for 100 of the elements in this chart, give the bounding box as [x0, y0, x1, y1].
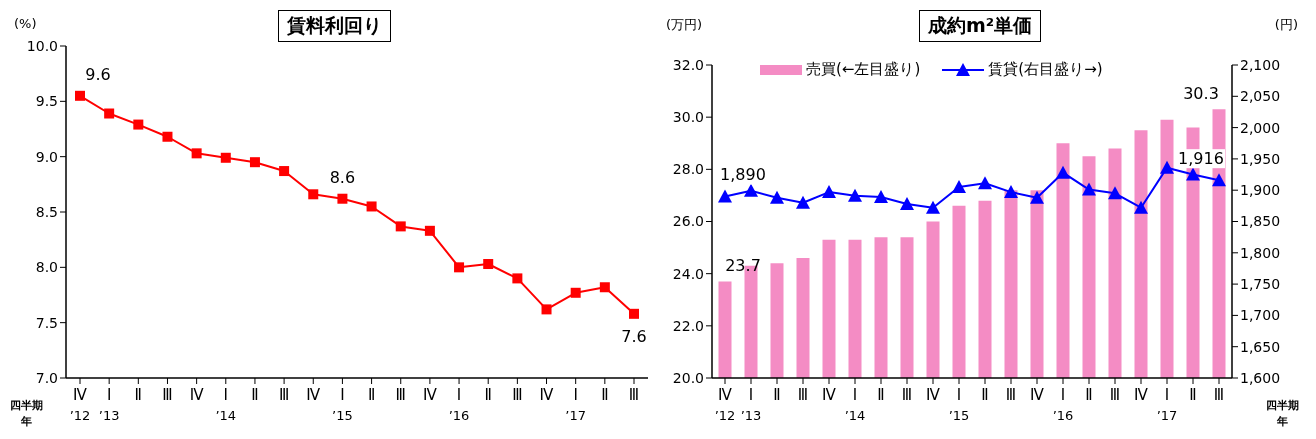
y2-tick-label: 2,050: [1240, 88, 1281, 105]
point: [512, 273, 523, 284]
x-tick-label: Ⅲ: [395, 386, 406, 404]
x-tick-label: Ⅳ: [1134, 386, 1149, 404]
data-label: 30.3: [1183, 84, 1219, 104]
x-tick-label: Ⅱ: [1085, 386, 1093, 404]
point: [796, 195, 810, 209]
y2-tick-label: 2,100: [1240, 56, 1281, 73]
y2-tick-label: 1,950: [1240, 150, 1281, 167]
x-tick-label: Ⅲ: [512, 386, 523, 404]
x-tick-label: Ⅰ ’13: [98, 386, 120, 423]
point: [770, 190, 784, 204]
legend-label: 賃貸(右目盛り→): [988, 60, 1103, 79]
x-tick-label: Ⅰ ’15: [948, 386, 970, 423]
point: [1186, 167, 1200, 181]
x-tick-label: Ⅳ: [422, 386, 437, 404]
x-tick-label: Ⅲ: [797, 386, 809, 404]
data-label: 8.6: [329, 167, 356, 187]
y-tick-label: 22.0: [672, 317, 704, 334]
y-tick-label: 7.5: [35, 314, 58, 331]
chart-title: 賃料利回り: [277, 10, 391, 42]
point: [424, 225, 435, 236]
point: [104, 108, 115, 119]
x-tick-label: Ⅰ ’15: [332, 386, 353, 423]
y-tick-label: 9.5: [35, 93, 58, 110]
x-tick-label: Ⅰ ’17: [565, 386, 587, 423]
point: [744, 183, 758, 197]
y-tick-label: 8.5: [35, 203, 58, 220]
y2-axis-title: (円): [1274, 16, 1298, 34]
x-tick-label: Ⅱ: [484, 386, 492, 404]
point: [1082, 182, 1096, 196]
y-tick-label: 20.0: [672, 369, 704, 386]
data-label: 9.6: [85, 64, 111, 84]
point: [629, 308, 639, 319]
point: [900, 196, 914, 210]
x-axis-title: 四半期年: [1264, 398, 1300, 430]
x-tick-label: Ⅳ: [189, 386, 204, 404]
point: [1134, 200, 1148, 214]
x-tick-label: Ⅳ ’12: [69, 386, 91, 423]
point: [952, 180, 966, 194]
point: [541, 304, 552, 315]
y-tick-label: 30.0: [672, 109, 704, 126]
x-tick-label: Ⅰ ’17: [1156, 386, 1178, 423]
y2-tick-label: 1,850: [1240, 213, 1281, 230]
y-axis-title: (万円): [666, 16, 703, 34]
point: [191, 148, 202, 159]
data-label: 1,916: [1178, 149, 1224, 169]
y-tick-label: 26.0: [672, 213, 704, 230]
point: [978, 176, 992, 190]
x-tick-label: Ⅲ: [1005, 386, 1017, 404]
x-tick-label: Ⅳ: [1030, 386, 1045, 404]
y-tick-label: 32.0: [672, 56, 704, 73]
y2-tick-label: 1,900: [1240, 182, 1281, 199]
point: [1160, 160, 1174, 174]
x-tick-label: Ⅰ ’14: [844, 386, 866, 423]
point: [718, 189, 732, 203]
point: [926, 200, 940, 214]
data-label: 1,890: [720, 165, 766, 185]
point: [848, 188, 862, 202]
point: [822, 185, 836, 199]
y-tick-label: 28.0: [672, 161, 704, 178]
point: [279, 166, 290, 177]
point: [1004, 185, 1018, 199]
x-tick-label: Ⅰ ’14: [215, 386, 237, 423]
x-tick-label: Ⅲ: [278, 386, 290, 404]
x-tick-label: Ⅳ: [306, 386, 321, 404]
x-tick-label: Ⅲ: [901, 386, 913, 404]
data-label: 7.6: [621, 326, 647, 346]
y2-tick-label: 1,650: [1240, 338, 1281, 355]
y2-tick-label: 1,600: [1240, 369, 1281, 386]
y-tick-label: 24.0: [672, 265, 704, 282]
point: [483, 259, 494, 270]
x-tick-label: Ⅲ: [628, 386, 640, 404]
point: [249, 157, 260, 168]
data-label: 23.7: [725, 256, 761, 276]
y-tick-label: 8.0: [35, 259, 58, 276]
point: [570, 287, 581, 298]
chart-title: 成約m²単価: [918, 10, 1042, 42]
x-tick-label: Ⅲ: [162, 386, 173, 404]
point: [133, 119, 144, 130]
point: [1030, 190, 1044, 204]
point: [75, 90, 85, 101]
y-tick-label: 9.0: [35, 148, 58, 165]
point: [1212, 173, 1226, 187]
x-tick-label: Ⅳ: [539, 386, 554, 404]
point: [337, 193, 348, 204]
y2-tick-label: 1,750: [1240, 276, 1281, 293]
x-tick-label: Ⅲ: [1109, 386, 1121, 404]
x-tick-label: Ⅰ ’16: [448, 386, 470, 423]
point: [366, 201, 377, 212]
x-tick-label: Ⅱ: [367, 386, 376, 404]
x-tick-label: Ⅳ: [822, 386, 837, 404]
point: [308, 189, 319, 200]
x-tick-label: Ⅱ: [981, 386, 989, 404]
y-tick-label: 7.0: [35, 369, 58, 386]
x-tick-label: Ⅱ: [773, 386, 781, 404]
x-tick-label: Ⅱ: [134, 386, 143, 404]
x-tick-label: Ⅳ: [926, 386, 941, 404]
y-axis-title: (%): [14, 16, 37, 31]
y-tick-label: 10.0: [26, 37, 58, 54]
